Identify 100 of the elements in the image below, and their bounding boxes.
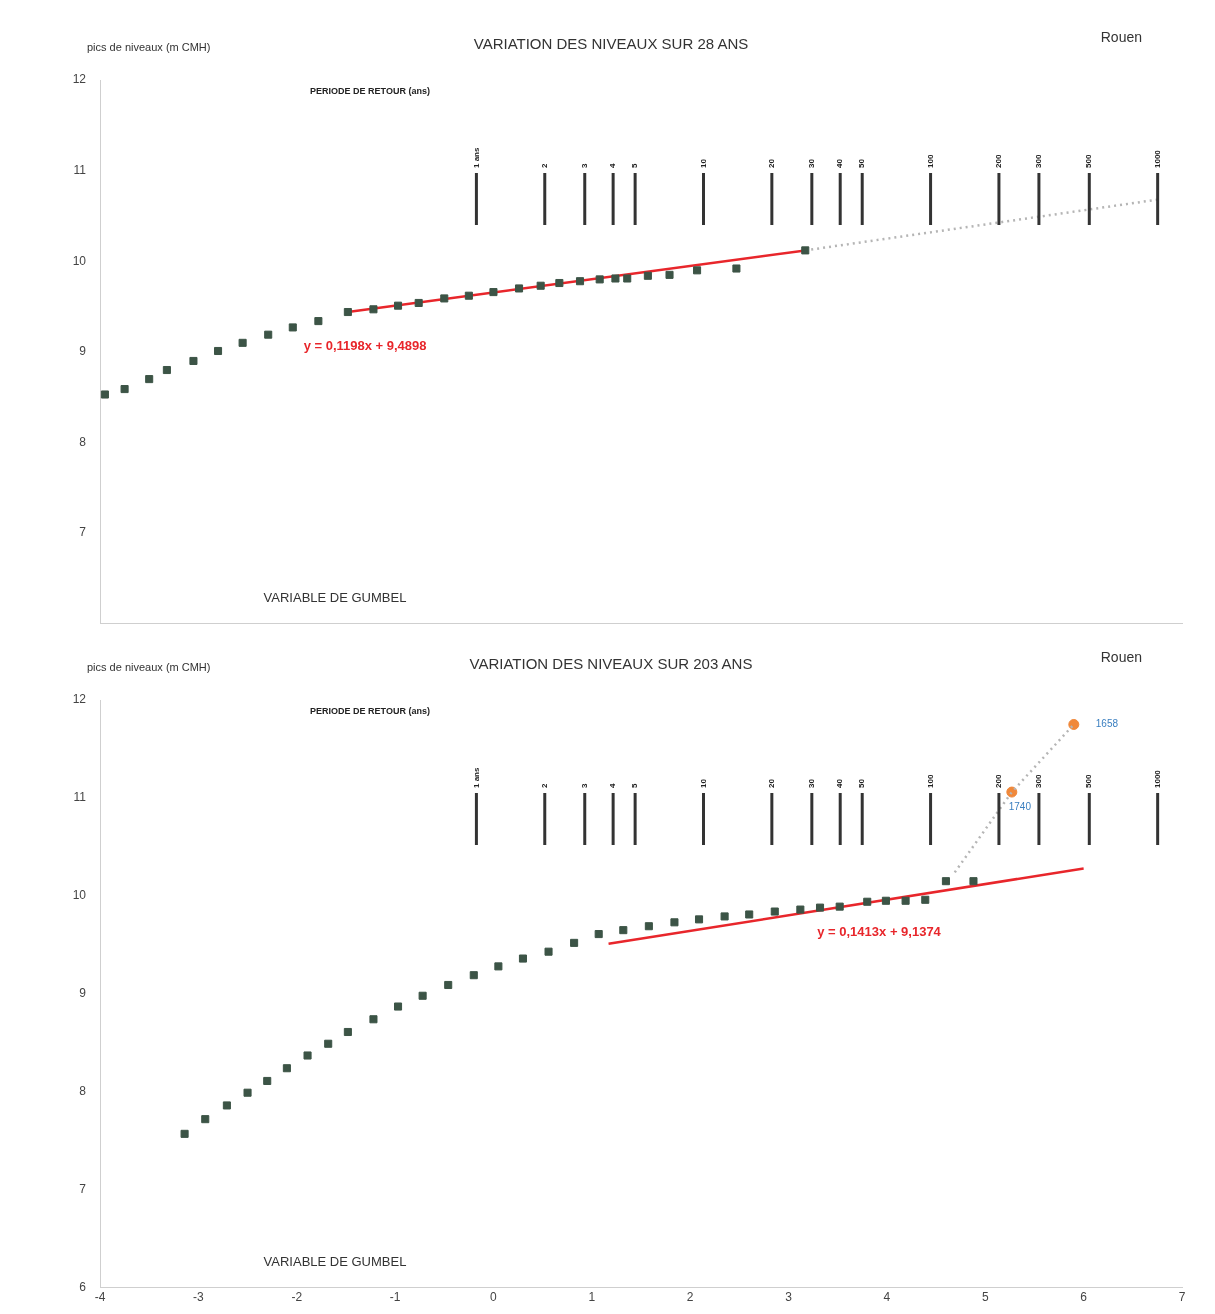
point	[595, 275, 604, 284]
point	[835, 902, 844, 911]
annotation: y = 0,1413x + 9,1374	[817, 923, 942, 939]
x-tick-label: -2	[291, 1290, 303, 1305]
point	[494, 962, 503, 971]
point	[214, 346, 223, 356]
x2-tick-label: 50	[857, 778, 867, 788]
point	[440, 294, 449, 303]
x-tick-label: 3	[785, 1290, 793, 1305]
y-tick-label: 7	[79, 1181, 87, 1196]
point	[536, 281, 545, 290]
text: Rouen	[1100, 648, 1142, 665]
x2-tick-label: 3	[579, 163, 589, 168]
point	[343, 1027, 352, 1037]
point	[644, 922, 653, 931]
x-tick-label: 2	[686, 1290, 694, 1305]
point	[555, 278, 564, 288]
annotation: y = 0,1198x + 9,4898	[303, 338, 427, 354]
point	[314, 317, 323, 326]
x2-tick-label: 10	[698, 778, 708, 788]
x-tick-label: -4	[94, 1290, 106, 1305]
point	[665, 270, 674, 279]
x2-tick-label: 300	[1034, 154, 1044, 168]
point	[489, 288, 498, 297]
point	[201, 1115, 210, 1124]
point	[732, 264, 741, 273]
point	[444, 980, 453, 990]
x-tick-label: 6	[1080, 1290, 1088, 1305]
point	[369, 305, 378, 314]
x2-tick-label: 3	[579, 783, 589, 788]
y-tick-label: 12	[72, 72, 87, 87]
x2-tick-label: 30	[807, 158, 817, 168]
point	[901, 896, 910, 905]
point	[619, 926, 628, 935]
x-tick-label: 7	[1178, 1290, 1186, 1305]
x2-tick-label: 100	[925, 774, 935, 788]
point	[394, 1002, 403, 1011]
point	[863, 897, 872, 906]
point	[720, 912, 729, 921]
point	[100, 390, 109, 399]
point	[1068, 718, 1080, 730]
x-tick-label: 5	[981, 1290, 989, 1305]
point	[796, 905, 805, 914]
x2-tick-label: 1000	[1152, 769, 1162, 788]
x-tick-label: -1	[389, 1290, 401, 1305]
point	[162, 365, 171, 375]
x2-tick-label: 200	[994, 154, 1004, 168]
point	[414, 298, 423, 307]
point	[770, 907, 779, 916]
x2-tick-label: 5	[630, 163, 640, 168]
point	[623, 274, 632, 283]
x-axis-title: VARIABLE DE GUMBEL	[263, 1254, 407, 1270]
y-tick-label: 7	[79, 525, 87, 540]
point	[343, 307, 352, 317]
point	[575, 277, 585, 286]
x-tick-label: 0	[490, 1290, 498, 1305]
point	[745, 910, 754, 919]
y-tick-label: 8	[79, 434, 87, 449]
point	[418, 991, 427, 1000]
x-axis-title: VARIABLE DE GUMBEL	[263, 590, 407, 606]
x2-tick-label: 40	[835, 158, 845, 168]
x2-axis-title: PERIODE DE RETOUR (ans)	[310, 86, 430, 97]
x2-tick-label: 1000	[1152, 149, 1162, 168]
point	[693, 266, 702, 275]
x2-tick-label: 40	[835, 778, 845, 788]
y-tick-label: 12	[72, 692, 87, 707]
x2-tick-label: 1 ans	[471, 146, 481, 168]
y-tick-label: 9	[79, 986, 87, 1001]
y-tick-label: 10	[72, 888, 87, 903]
x-tick-label: 1	[588, 1290, 596, 1305]
y-axis-title: pics de niveaux (m CMH)	[87, 661, 211, 674]
x2-tick-label: 500	[1084, 774, 1094, 788]
point	[670, 918, 679, 927]
point	[643, 271, 652, 280]
x2-axis-title: PERIODE DE RETOUR (ans)	[310, 706, 430, 717]
x-tick-label: 4	[883, 1290, 891, 1305]
point	[881, 896, 890, 905]
y-tick-label: 10	[72, 253, 87, 268]
point	[518, 954, 527, 963]
point	[264, 330, 273, 339]
point	[570, 938, 579, 947]
point	[303, 1051, 312, 1060]
y-axis-title: pics de niveaux (m CMH)	[87, 41, 211, 54]
chart-title: VARIATION DES NIVEAUX SUR 203 ANS	[469, 655, 753, 673]
x2-tick-label: 5	[630, 783, 640, 788]
x2-tick-label: 300	[1034, 774, 1044, 788]
point	[969, 877, 978, 886]
point	[180, 1129, 189, 1138]
x2-tick-label: 4	[608, 783, 618, 788]
point	[189, 356, 198, 365]
chart-title: VARIATION DES NIVEAUX SUR 28 ANS	[473, 35, 749, 53]
point	[464, 291, 473, 300]
point	[243, 1088, 252, 1097]
point	[611, 274, 620, 283]
x2-tick-label: 20	[767, 778, 777, 788]
y-tick-label: 6	[79, 1279, 87, 1294]
annotation: 1740	[1008, 800, 1032, 812]
point	[941, 877, 950, 886]
point	[145, 375, 154, 384]
x-tick-label: -3	[193, 1290, 205, 1305]
